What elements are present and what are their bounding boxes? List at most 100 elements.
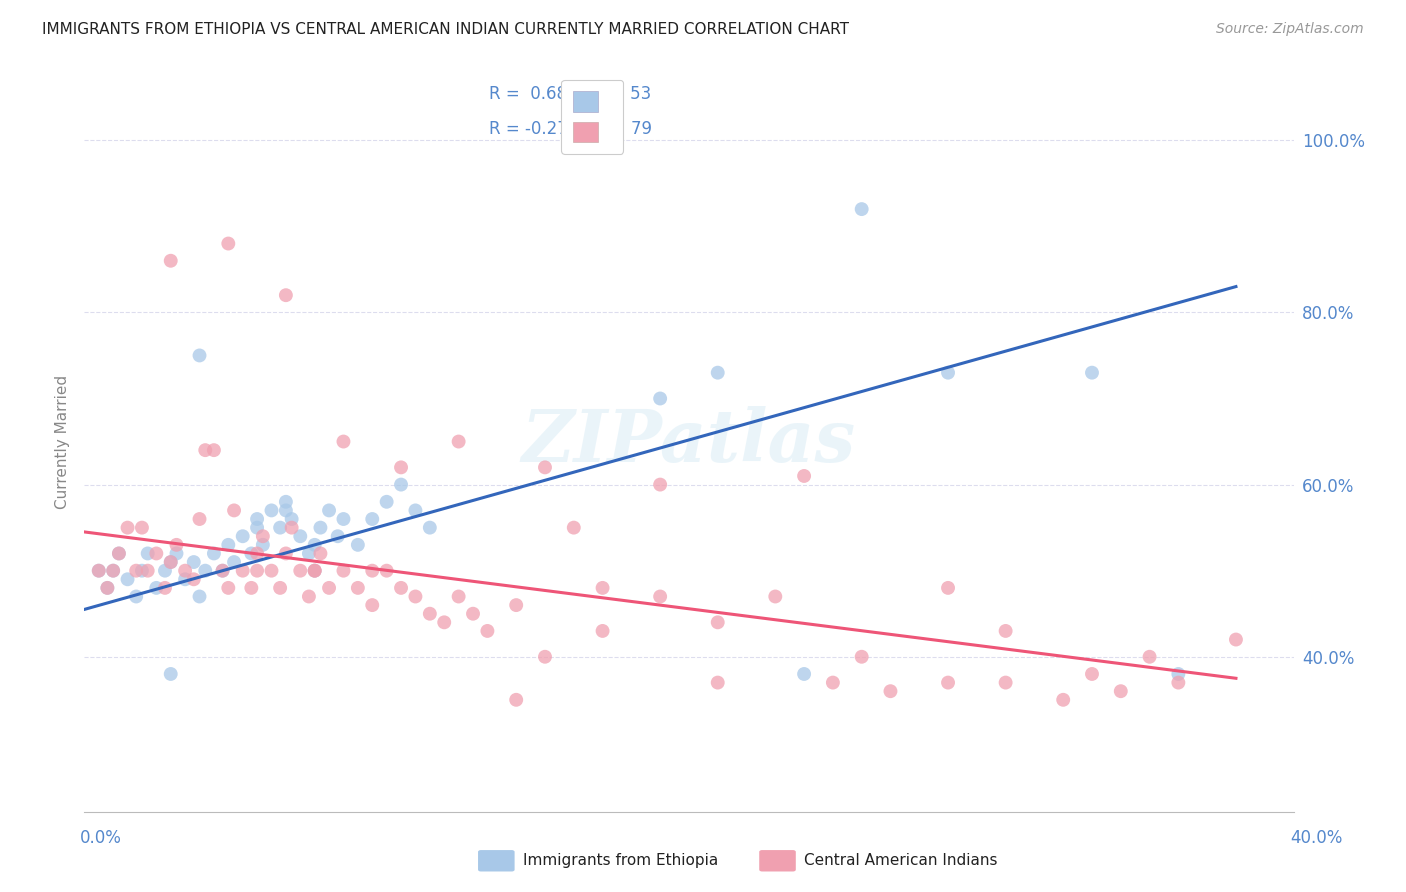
Point [246,564,269,578]
Text: R =  0.680   N = 53: R = 0.680 N = 53 [489,86,651,103]
Point [361,598,384,612]
Point [361,564,384,578]
Point [194,564,217,578]
Point [404,503,426,517]
Point [447,590,470,604]
Point [404,590,426,604]
Point [361,512,384,526]
Point [101,564,124,578]
Point [650,392,672,406]
Point [304,564,326,578]
Point [240,581,263,595]
Point [505,598,527,612]
Point [304,564,326,578]
Point [562,521,585,535]
Point [936,581,959,595]
Point [136,546,159,560]
Point [117,521,139,535]
Point [1167,675,1189,690]
Point [136,564,159,578]
Text: 40.0%: 40.0% [1291,830,1343,847]
Point [159,253,181,268]
Point [108,546,131,560]
Point [419,521,441,535]
Point [145,581,167,595]
Point [108,546,131,560]
Text: ZIPatlas: ZIPatlas [522,406,856,477]
Legend: , : , [561,79,623,153]
Point [159,667,181,681]
Point [222,555,245,569]
Point [534,460,557,475]
Point [188,512,211,526]
Point [332,564,354,578]
Point [274,546,297,560]
Point [240,546,263,560]
Point [706,675,728,690]
Point [183,572,205,586]
Point [290,564,312,578]
Point [260,564,283,578]
Point [87,564,110,578]
Point [650,590,672,604]
Point [1139,649,1161,664]
Point [309,521,332,535]
Point [159,555,181,569]
Point [194,443,217,458]
Point [222,503,245,517]
Point [246,521,269,535]
Point [332,434,354,449]
Point [304,564,326,578]
Point [246,512,269,526]
Point [793,667,815,681]
Point [304,538,326,552]
Point [592,581,614,595]
Point [1109,684,1132,698]
Text: Source: ZipAtlas.com: Source: ZipAtlas.com [1216,22,1364,37]
Point [389,581,412,595]
Text: R = -0.273   N = 79: R = -0.273 N = 79 [489,120,652,138]
Point [879,684,901,698]
Text: IMMIGRANTS FROM ETHIOPIA VS CENTRAL AMERICAN INDIAN CURRENTLY MARRIED CORRELATIO: IMMIGRANTS FROM ETHIOPIA VS CENTRAL AMER… [42,22,849,37]
Point [117,572,139,586]
Point [246,546,269,560]
Point [174,572,197,586]
Point [375,495,398,509]
Point [166,538,188,552]
Point [332,512,354,526]
Point [232,529,254,543]
Point [211,564,233,578]
Point [1081,366,1104,380]
Point [650,477,672,491]
Point [309,546,332,560]
Point [252,538,274,552]
Point [389,477,412,491]
Point [851,202,873,216]
Point [188,590,211,604]
Point [505,693,527,707]
Point [166,546,188,560]
Point [419,607,441,621]
Point [96,581,118,595]
Point [274,503,297,517]
Point [461,607,484,621]
Point [217,236,239,251]
Point [936,366,959,380]
Point [131,521,153,535]
Point [347,581,370,595]
Point [96,581,118,595]
Point [706,615,728,630]
Point [217,538,239,552]
Point [326,529,349,543]
Point [260,503,283,517]
Point [274,495,297,509]
Point [318,503,340,517]
Point [1167,667,1189,681]
Point [477,624,499,638]
Point [232,564,254,578]
Point [131,564,153,578]
Point [1052,693,1074,707]
Point [706,366,728,380]
Point [821,675,844,690]
Point [202,546,225,560]
